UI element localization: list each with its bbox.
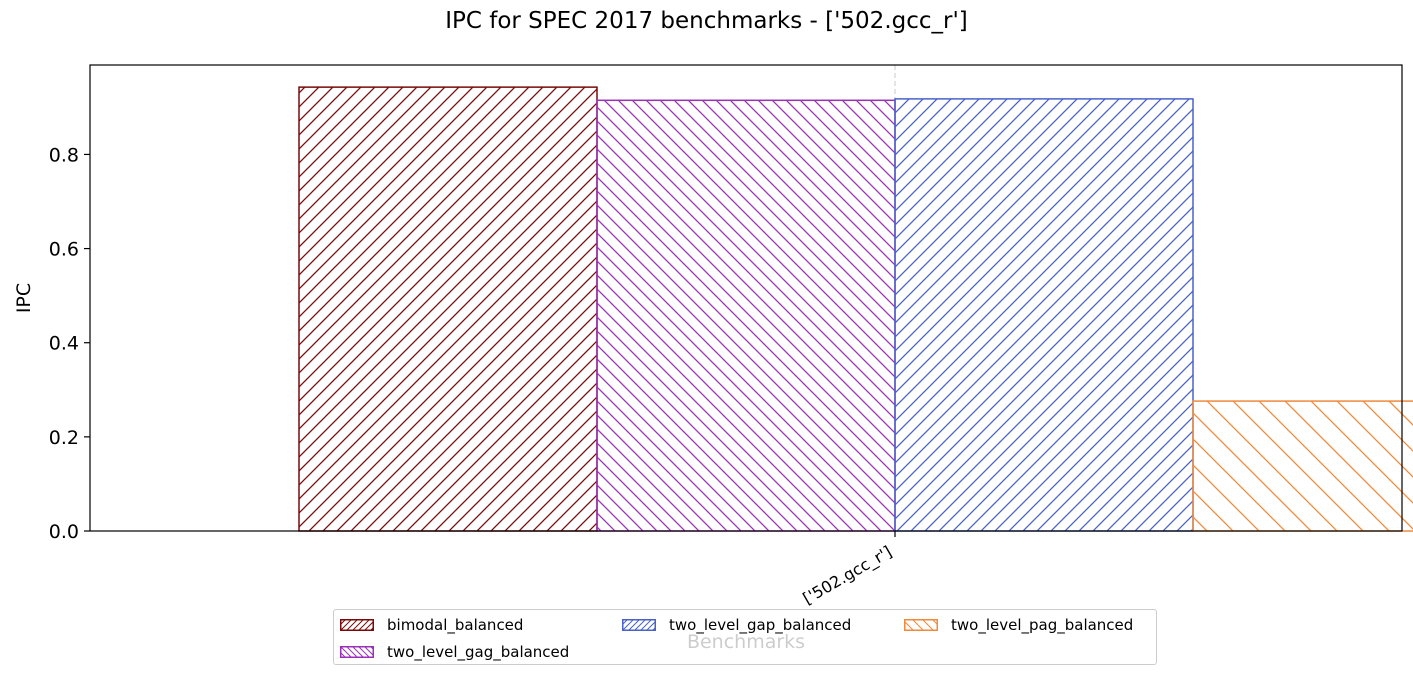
- legend-item-two_level_gag_balanced: two_level_gag_balanced: [340, 642, 569, 662]
- legend-label: two_level_gag_balanced: [387, 643, 570, 661]
- y-tick-label: 0.0: [49, 521, 79, 543]
- plot-frame: [89, 64, 1403, 532]
- y-tick-label: 0.4: [49, 333, 79, 355]
- bars-layer: [298, 86, 1413, 532]
- legend-swatch: [340, 646, 374, 658]
- legend-label: bimodal_balanced: [387, 616, 524, 634]
- x-tick-label: ['502.gcc_r']: [800, 542, 896, 609]
- legend-swatch: [340, 619, 374, 631]
- legend-item-bimodal_balanced: bimodal_balanced: [340, 615, 523, 635]
- y-tick-label: 0.6: [49, 239, 79, 261]
- legend-label: two_level_gap_balanced: [669, 616, 852, 634]
- y-tick-label: 0.8: [49, 144, 79, 166]
- y-tick-label: 0.2: [49, 427, 79, 449]
- axes-layer: [84, 64, 1403, 537]
- legend-swatch: [622, 619, 656, 631]
- legend: bimodal_balanced two_level_gag_balanced tw…: [333, 609, 1157, 665]
- legend-item-two_level_gap_balanced: two_level_gap_balanced: [622, 615, 851, 635]
- legend-item-two_level_pag_balanced: two_level_pag_balanced: [904, 615, 1133, 635]
- legend-label: two_level_pag_balanced: [951, 616, 1134, 634]
- bar-bimodal_balanced: [298, 86, 598, 532]
- bar-two_level_pag_balanced: [1192, 400, 1413, 532]
- y-axis-label: IPC: [13, 283, 35, 313]
- bar-two_level_gag_balanced: [596, 99, 896, 532]
- chart-title: IPC for SPEC 2017 benchmarks - ['502.gcc…: [445, 8, 968, 34]
- legend-swatch: [904, 619, 938, 631]
- bar-two_level_gap_balanced: [894, 98, 1194, 532]
